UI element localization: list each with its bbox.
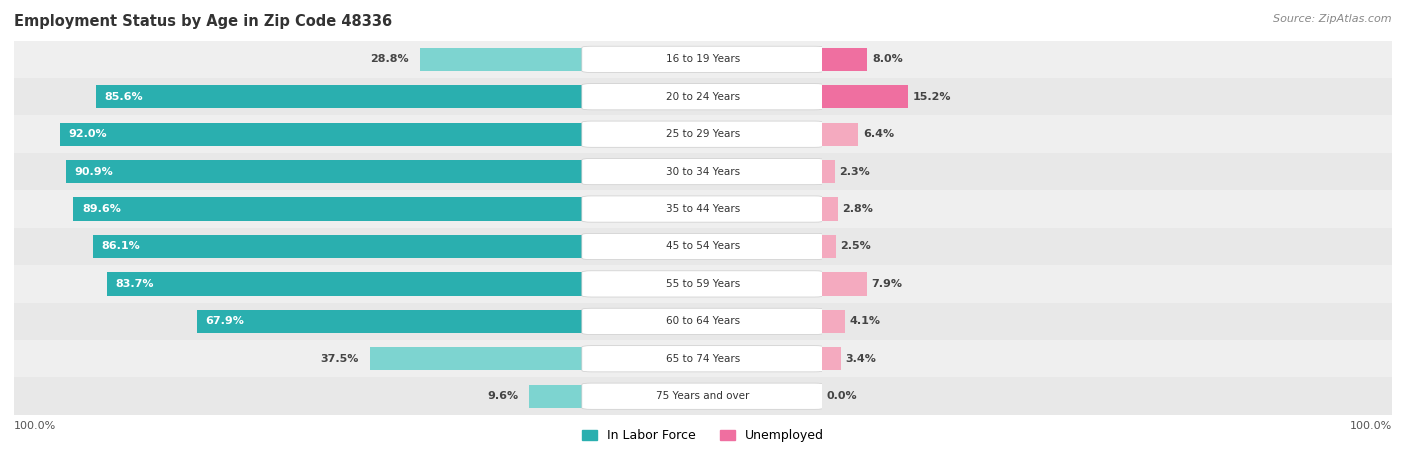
Text: 16 to 19 Years: 16 to 19 Years — [666, 54, 740, 64]
Bar — [14, 190, 585, 228]
Bar — [821, 377, 1392, 415]
FancyBboxPatch shape — [582, 121, 824, 147]
FancyBboxPatch shape — [582, 158, 824, 185]
Bar — [59, 123, 585, 146]
Bar — [370, 347, 585, 370]
Bar — [585, 115, 821, 153]
Bar — [14, 41, 585, 78]
Bar — [14, 153, 585, 190]
FancyBboxPatch shape — [582, 345, 824, 372]
Bar — [821, 310, 845, 333]
Bar — [14, 340, 585, 377]
Text: 2.8%: 2.8% — [842, 204, 873, 214]
Bar — [14, 265, 585, 303]
Text: 65 to 74 Years: 65 to 74 Years — [666, 354, 740, 364]
Bar — [585, 153, 821, 190]
Bar — [14, 228, 585, 265]
Text: Employment Status by Age in Zip Code 48336: Employment Status by Age in Zip Code 483… — [14, 14, 392, 28]
Bar — [821, 41, 1392, 78]
Text: 60 to 64 Years: 60 to 64 Years — [666, 316, 740, 327]
Bar — [420, 48, 585, 71]
Bar — [821, 190, 1392, 228]
Bar — [107, 272, 585, 295]
Bar — [821, 228, 1392, 265]
Bar — [821, 272, 868, 295]
Text: 100.0%: 100.0% — [1350, 420, 1392, 431]
Bar — [821, 115, 1392, 153]
Bar — [585, 377, 821, 415]
Bar — [585, 265, 821, 303]
Text: 45 to 54 Years: 45 to 54 Years — [666, 241, 740, 252]
Bar — [821, 123, 858, 146]
Bar — [821, 48, 868, 71]
Bar — [821, 198, 838, 221]
Text: 55 to 59 Years: 55 to 59 Years — [666, 279, 740, 289]
Text: 75 Years and over: 75 Years and over — [657, 391, 749, 401]
Bar — [14, 115, 585, 153]
Text: 90.9%: 90.9% — [75, 166, 114, 177]
Text: 89.6%: 89.6% — [82, 204, 121, 214]
Bar — [66, 160, 585, 183]
FancyBboxPatch shape — [582, 383, 824, 410]
Text: 25 to 29 Years: 25 to 29 Years — [666, 129, 740, 139]
Bar — [14, 303, 585, 340]
Text: 2.3%: 2.3% — [839, 166, 870, 177]
FancyBboxPatch shape — [582, 233, 824, 260]
Bar — [585, 78, 821, 115]
Bar — [96, 85, 585, 108]
Text: 15.2%: 15.2% — [912, 92, 952, 102]
Text: 37.5%: 37.5% — [321, 354, 359, 364]
Text: 92.0%: 92.0% — [69, 129, 107, 139]
Legend: In Labor Force, Unemployed: In Labor Force, Unemployed — [582, 429, 824, 442]
Text: 83.7%: 83.7% — [115, 279, 155, 289]
Bar — [821, 153, 1392, 190]
Text: 4.1%: 4.1% — [849, 316, 880, 327]
Bar — [530, 385, 585, 408]
Bar — [14, 78, 585, 115]
Bar — [585, 41, 821, 78]
Text: 7.9%: 7.9% — [872, 279, 903, 289]
Text: 100.0%: 100.0% — [14, 420, 56, 431]
FancyBboxPatch shape — [582, 308, 824, 335]
FancyBboxPatch shape — [582, 46, 824, 73]
Text: 20 to 24 Years: 20 to 24 Years — [666, 92, 740, 102]
Bar — [821, 160, 835, 183]
Bar — [585, 340, 821, 377]
Bar — [585, 228, 821, 265]
Bar — [93, 235, 585, 258]
Text: 30 to 34 Years: 30 to 34 Years — [666, 166, 740, 177]
Text: 28.8%: 28.8% — [370, 54, 409, 64]
Bar — [585, 190, 821, 228]
Bar — [73, 198, 585, 221]
FancyBboxPatch shape — [582, 83, 824, 110]
Bar — [821, 347, 841, 370]
Text: 6.4%: 6.4% — [863, 129, 894, 139]
Text: 0.0%: 0.0% — [827, 391, 858, 401]
Text: 9.6%: 9.6% — [486, 391, 517, 401]
Bar — [14, 377, 585, 415]
Bar — [821, 265, 1392, 303]
Text: 35 to 44 Years: 35 to 44 Years — [666, 204, 740, 214]
Bar — [821, 235, 837, 258]
Bar — [821, 340, 1392, 377]
Bar — [821, 78, 1392, 115]
Text: Source: ZipAtlas.com: Source: ZipAtlas.com — [1274, 14, 1392, 23]
FancyBboxPatch shape — [582, 271, 824, 297]
Text: 2.5%: 2.5% — [841, 241, 872, 252]
Text: 3.4%: 3.4% — [846, 354, 876, 364]
Text: 86.1%: 86.1% — [101, 241, 141, 252]
Text: 85.6%: 85.6% — [104, 92, 143, 102]
FancyBboxPatch shape — [582, 196, 824, 222]
Text: 8.0%: 8.0% — [872, 54, 903, 64]
Bar — [197, 310, 585, 333]
Text: 67.9%: 67.9% — [205, 316, 245, 327]
Bar — [821, 85, 908, 108]
Bar — [821, 303, 1392, 340]
Bar — [585, 303, 821, 340]
